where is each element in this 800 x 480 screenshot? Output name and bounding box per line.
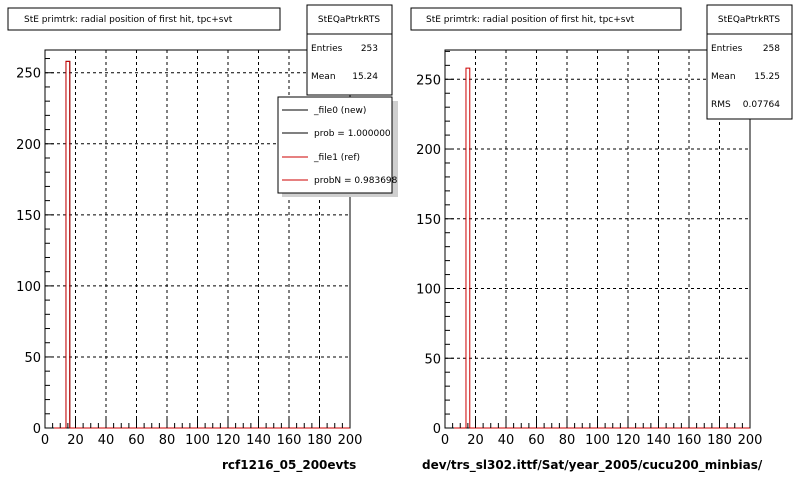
x-tick-label: 120 (216, 433, 241, 448)
y-tick-label: 250 (416, 73, 441, 88)
stats-entries-label: Entries (311, 44, 343, 54)
x-tick-label: 20 (67, 433, 84, 448)
y-tick-label: 0 (433, 422, 441, 437)
y-tick-label: 200 (16, 138, 41, 153)
legend-label-prob: prob = 1.000000 (314, 129, 391, 139)
x-axis-title: rcf1216_05_200evts (222, 458, 356, 473)
stats-entries-value: 258 (763, 44, 780, 54)
y-axis-ticks: 0 50 100 150 200 250 (416, 50, 454, 437)
stats-mean-label: Mean (311, 72, 336, 82)
stats-mean-value: 15.24 (352, 72, 378, 82)
stats-box (706, 4, 793, 120)
stats-rms-value: 0.07764 (743, 100, 780, 110)
legend-label-file0: _file0 (new) (313, 106, 366, 116)
y-tick-label: 100 (16, 280, 41, 295)
histogram-panel-left: 0 20 40 60 80 100 120 140 160 180 200 0 50 100 150 200… (7, 4, 398, 473)
x-tick-label: 200 (738, 433, 763, 448)
legend-label-probn: probN = 0.983698 (314, 176, 398, 186)
y-tick-label: 200 (416, 143, 441, 158)
x-tick-label: 80 (159, 433, 176, 448)
bars (445, 67, 750, 429)
y-tick-label: 0 (33, 422, 41, 437)
y-tick-label: 50 (24, 351, 41, 366)
histogram-series-0 (445, 67, 750, 429)
x-tick-label: 40 (498, 433, 515, 448)
x-tick-label: 0 (41, 433, 49, 448)
histogram-panel-right: 0 20 40 60 80 100 120 140 160 180 200 0 50 100 150 200… (410, 4, 793, 473)
x-tick-label: 60 (528, 433, 545, 448)
y-tick-label: 150 (416, 213, 441, 228)
stats-mean-label: Mean (711, 72, 736, 82)
x-tick-label: 60 (128, 433, 145, 448)
x-tick-label: 140 (646, 433, 671, 448)
panel-title: StE primtrk: radial position of first hi… (426, 15, 635, 25)
x-tick-label: 40 (98, 433, 115, 448)
stats-name: StEQaPtrkRTS (718, 15, 780, 25)
y-tick-label: 100 (416, 283, 441, 298)
x-tick-label: 120 (616, 433, 641, 448)
x-tick-label: 0 (441, 433, 449, 448)
y-tick-label: 150 (16, 209, 41, 224)
stats-entries-value: 253 (361, 44, 378, 54)
bars (45, 60, 350, 429)
x-tick-label: 80 (559, 433, 576, 448)
x-tick-label: 100 (185, 433, 210, 448)
x-tick-label: 140 (246, 433, 271, 448)
stats-entries-label: Entries (711, 44, 743, 54)
x-tick-label: 180 (707, 433, 732, 448)
title-box (410, 7, 682, 31)
y-axis-ticks: 0 50 100 150 200 250 (16, 58, 54, 437)
x-axis-ticks: 0 20 40 60 80 100 120 140 160 180 200 (41, 419, 363, 448)
x-axis-ticks: 0 20 40 60 80 100 120 140 160 180 200 (441, 419, 763, 448)
stats-box (306, 4, 393, 96)
x-tick-label: 200 (338, 433, 363, 448)
x-tick-label: 160 (677, 433, 702, 448)
x-tick-label: 160 (277, 433, 302, 448)
legend-label-file1: _file1 (ref) (313, 153, 360, 163)
stats-rms-label: RMS (711, 100, 731, 110)
y-tick-label: 250 (16, 67, 41, 82)
x-tick-label: 180 (307, 433, 332, 448)
title-box (7, 7, 281, 31)
y-tick-label: 50 (424, 352, 441, 367)
stats-mean-value: 15.25 (754, 72, 780, 82)
x-tick-label: 20 (467, 433, 484, 448)
x-tick-label: 100 (585, 433, 610, 448)
x-axis-title: dev/trs_sl302.ittf/Sat/year_2005/cucu200… (422, 458, 763, 473)
legend-box (277, 96, 393, 194)
panel-title: StE primtrk: radial position of first hi… (24, 15, 233, 25)
stats-name: StEQaPtrkRTS (318, 15, 380, 25)
histogram-series-1 (45, 60, 350, 429)
